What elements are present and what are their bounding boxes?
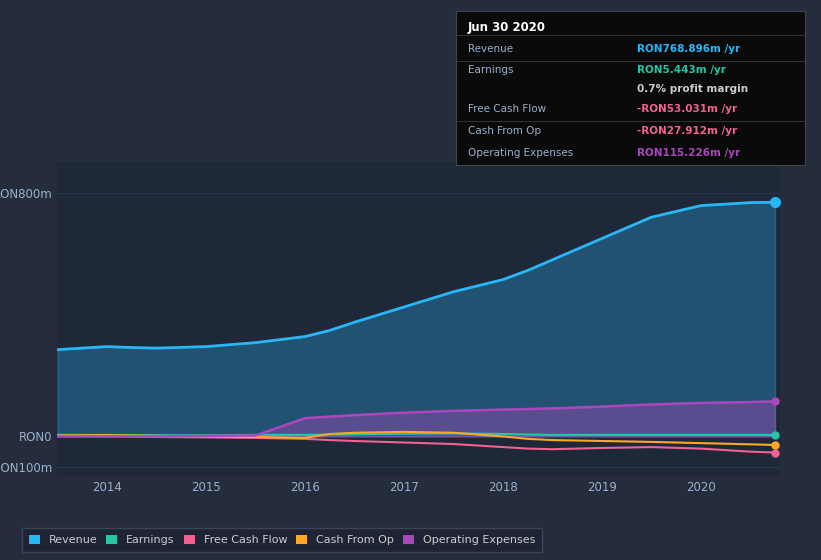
Text: -RON27.912m /yr: -RON27.912m /yr (637, 127, 737, 136)
Text: RON115.226m /yr: RON115.226m /yr (637, 148, 741, 158)
Text: RON768.896m /yr: RON768.896m /yr (637, 44, 741, 54)
Text: Operating Expenses: Operating Expenses (468, 148, 573, 158)
Text: RON5.443m /yr: RON5.443m /yr (637, 66, 726, 76)
Legend: Revenue, Earnings, Free Cash Flow, Cash From Op, Operating Expenses: Revenue, Earnings, Free Cash Flow, Cash … (22, 528, 542, 552)
Text: -RON53.031m /yr: -RON53.031m /yr (637, 104, 737, 114)
Text: Earnings: Earnings (468, 66, 513, 76)
Text: Revenue: Revenue (468, 44, 513, 54)
Text: Free Cash Flow: Free Cash Flow (468, 104, 546, 114)
Text: Cash From Op: Cash From Op (468, 127, 541, 136)
Text: Jun 30 2020: Jun 30 2020 (468, 21, 546, 34)
Text: 0.7% profit margin: 0.7% profit margin (637, 84, 748, 94)
